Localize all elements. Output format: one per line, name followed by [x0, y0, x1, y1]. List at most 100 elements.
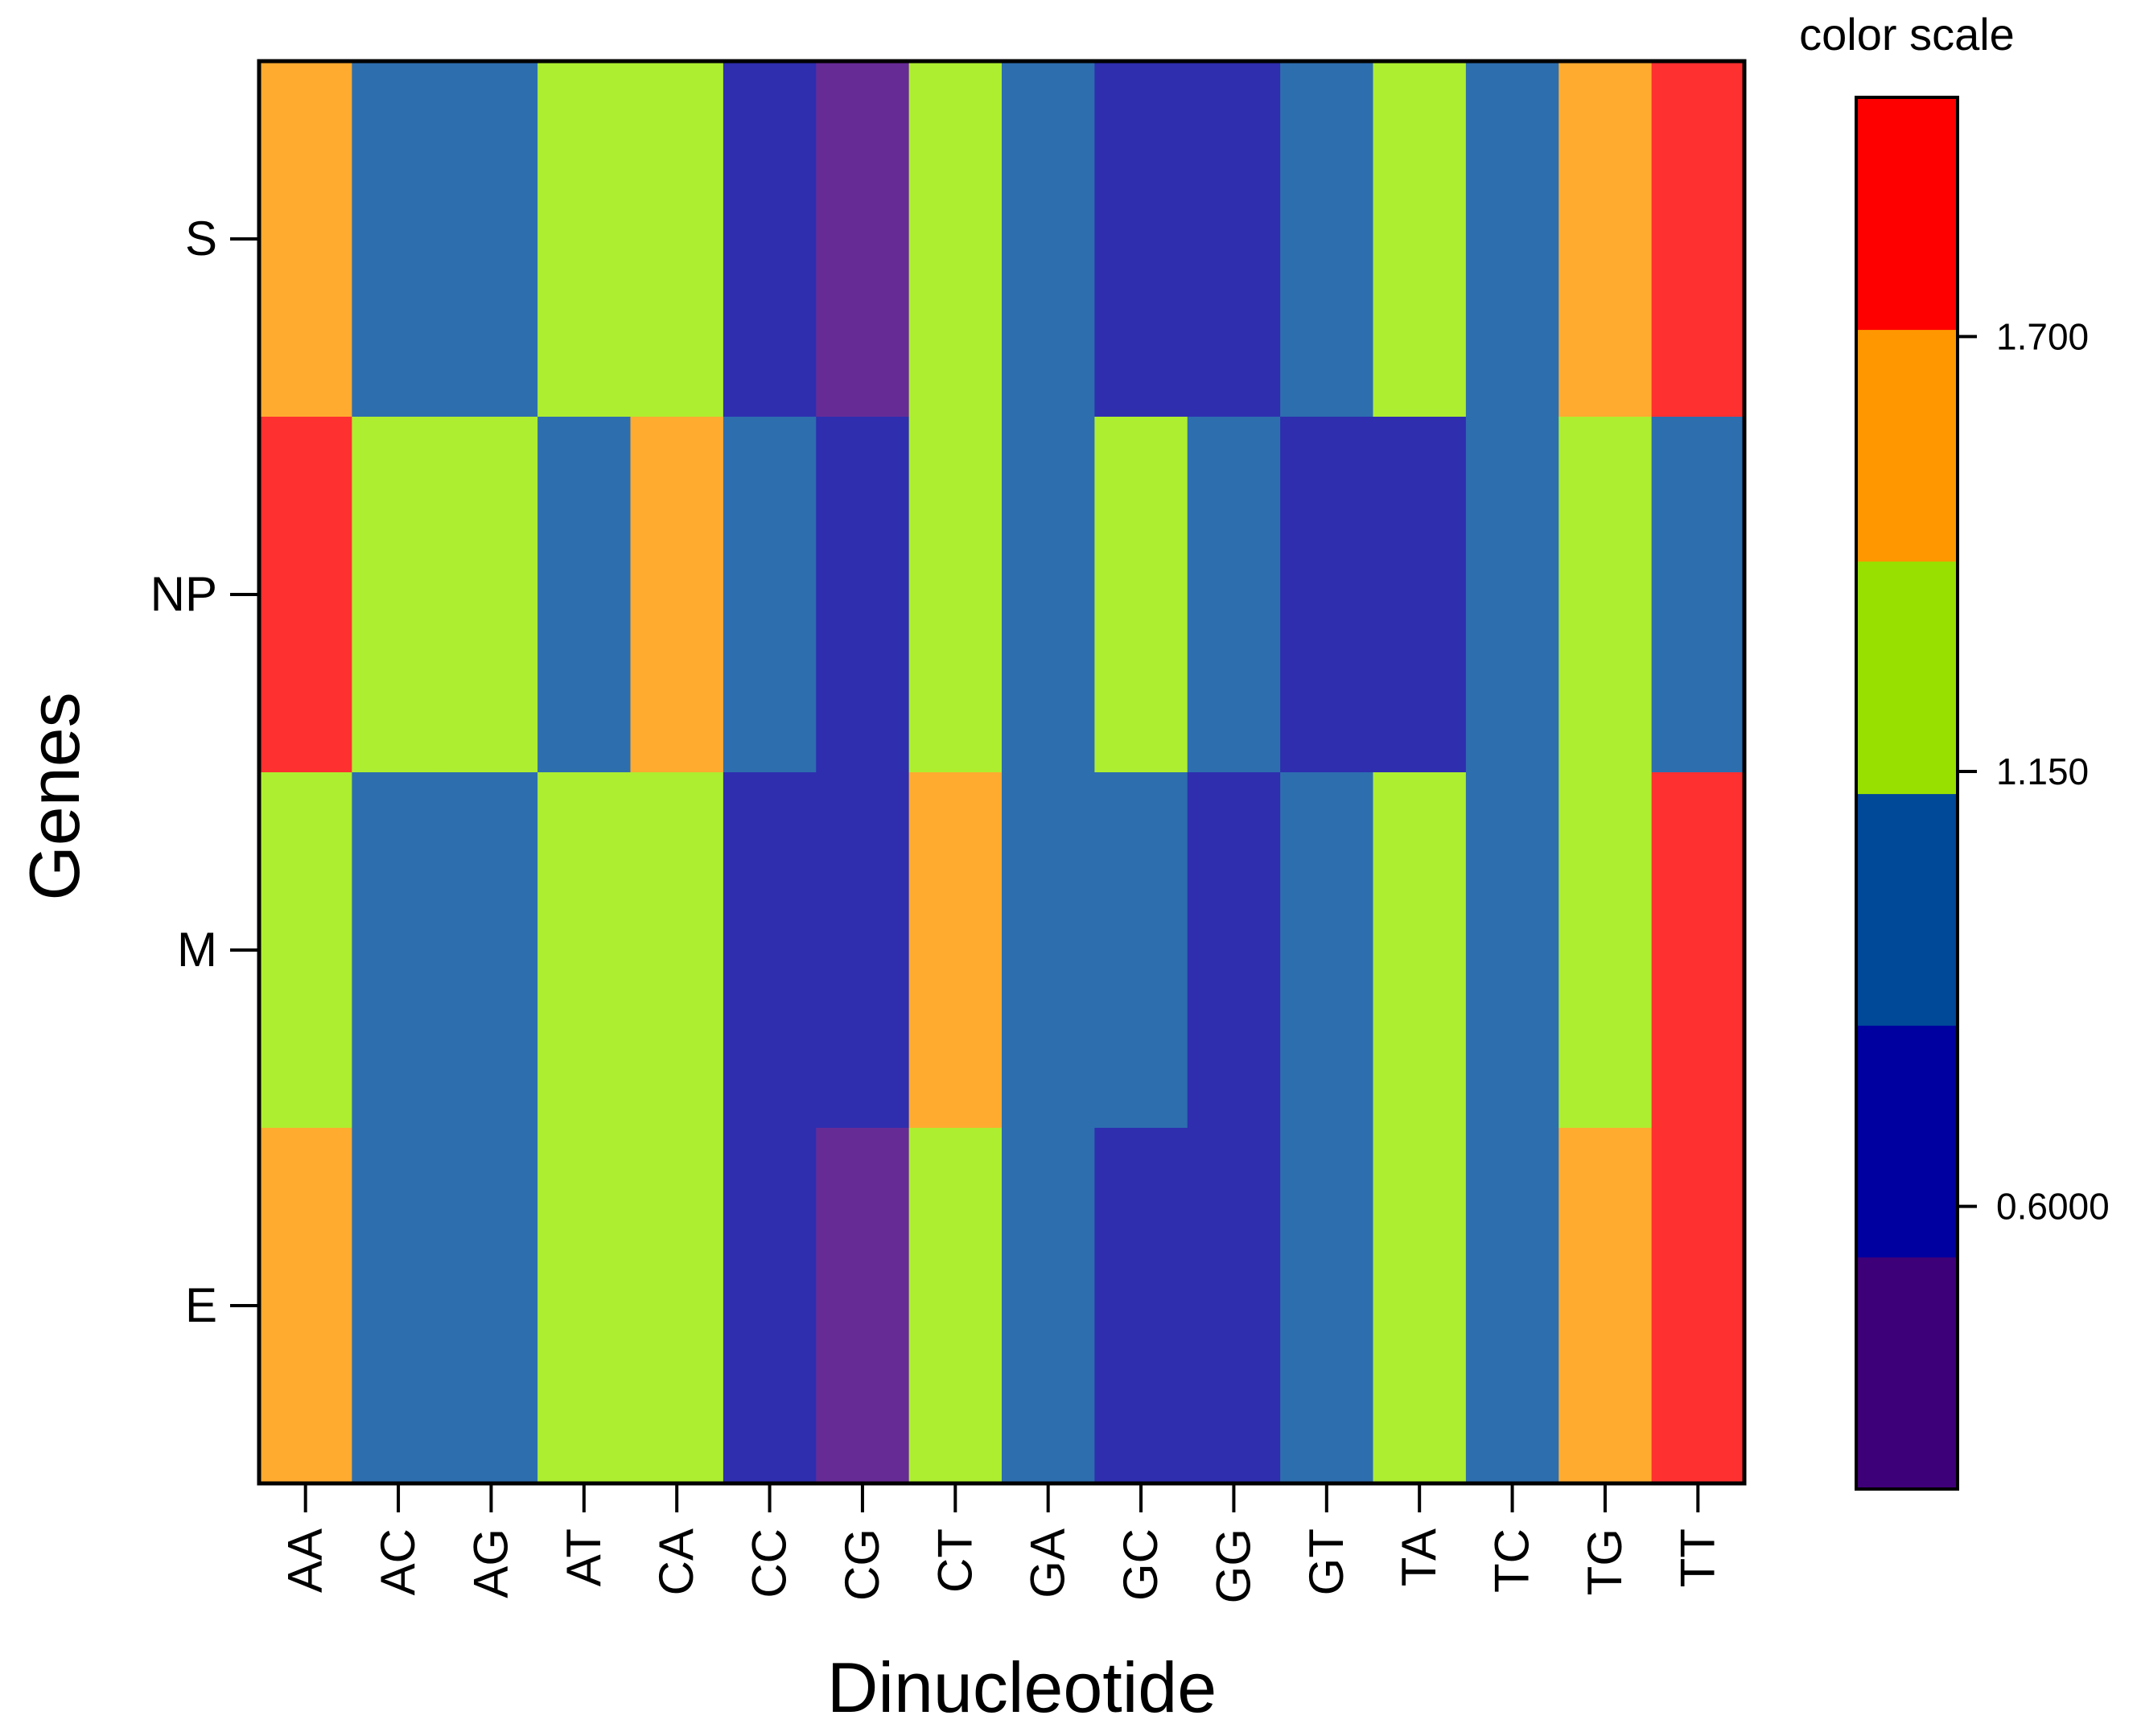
color-scale-tick-label-1: 0.6000 — [1996, 1186, 2110, 1228]
heatmap-cell-M-TG — [1558, 772, 1653, 1129]
heatmap-cell-E-GG — [1187, 1128, 1281, 1484]
heatmap-cell-M-CC — [723, 772, 817, 1129]
heatmap-cell-E-GT — [1280, 1128, 1374, 1484]
x-tick-label-TT: TT — [1670, 1528, 1724, 1587]
color-scale-band-4 — [1856, 561, 1958, 795]
plot-frame — [257, 59, 1747, 1486]
x-tick-label-GC: GC — [1114, 1528, 1167, 1601]
heatmap-cell-M-CG — [816, 772, 910, 1129]
x-tick-label-AA: AA — [278, 1528, 332, 1593]
heatmap-cell-E-TT — [1651, 1128, 1745, 1484]
heatmap-cell-M-AT — [537, 772, 632, 1129]
heatmap-cell-S-GC — [1094, 61, 1188, 418]
heatmap-cell-E-GC — [1094, 1128, 1188, 1484]
color-scale-band-2 — [1856, 1025, 1958, 1258]
x-tick-label-TA: TA — [1392, 1528, 1446, 1586]
heatmap-cell-E-GA — [1002, 1128, 1095, 1484]
heatmap-cell-NP-GC — [1094, 417, 1188, 773]
y-tick-label-M: M — [177, 923, 217, 977]
y-tick-label-NP: NP — [150, 567, 217, 621]
y-tick-label-S: S — [185, 212, 217, 265]
x-tick-label-CA: CA — [649, 1528, 703, 1595]
color-scale-band-1 — [1856, 1257, 1958, 1490]
x-tick-label-AC: AC — [371, 1528, 425, 1595]
heatmap-cell-NP-GG — [1187, 417, 1281, 773]
heatmap-cell-S-CA — [630, 61, 724, 418]
heatmap-cell-M-AG — [444, 772, 538, 1129]
x-tick-label-CC: CC — [743, 1528, 797, 1598]
heatmap-cell-NP-AC — [352, 417, 446, 773]
heatmap-cell-E-TC — [1465, 1128, 1559, 1484]
heatmap-cell-S-CC — [723, 61, 817, 418]
heatmap-cell-S-AG — [444, 61, 538, 418]
heatmap-cell-S-AT — [537, 61, 632, 418]
heatmap-cell-E-AA — [259, 1128, 352, 1484]
heatmap-cell-M-TT — [1651, 772, 1745, 1129]
heatmap-cell-M-AA — [259, 772, 352, 1129]
heatmap-cell-E-CA — [630, 1128, 724, 1484]
heatmap-cell-NP-CG — [816, 417, 910, 773]
heatmap-cell-S-GA — [1002, 61, 1095, 418]
heatmap-cell-M-GA — [1002, 772, 1095, 1129]
x-tick-label-AG: AG — [463, 1528, 517, 1598]
heatmap-cell-NP-GT — [1280, 417, 1374, 773]
heatmap-cell-NP-CC — [723, 417, 817, 773]
y-axis: S NP M E — [150, 212, 259, 1332]
heatmap-cell-E-TA — [1373, 1128, 1467, 1484]
x-tick-label-CG: CG — [835, 1528, 889, 1601]
color-scale-band-6 — [1856, 97, 1958, 331]
heatmap-cell-M-CA — [630, 772, 724, 1129]
heatmap-cell-M-GT — [1280, 772, 1374, 1129]
heatmap-cell-S-TA — [1373, 61, 1467, 418]
heatmap-cell-S-TG — [1558, 61, 1653, 418]
x-tick-label-GT: GT — [1299, 1528, 1353, 1595]
heatmap-cell-M-TA — [1373, 772, 1467, 1129]
heatmap-cell-S-TC — [1465, 61, 1559, 418]
heatmap-cell-M-GC — [1094, 772, 1188, 1129]
heatmap-cell-M-TC — [1465, 772, 1559, 1129]
color-scale-band-5 — [1856, 329, 1958, 562]
x-tick-label-GG: GG — [1206, 1528, 1260, 1603]
color-scale-title: color scale — [1799, 9, 2015, 60]
heatmap-cell-M-CT — [908, 772, 1003, 1129]
heatmap-cell-S-CG — [816, 61, 910, 418]
heatmap-cell-M-GG — [1187, 772, 1281, 1129]
heatmap-cell-NP-TT — [1651, 417, 1745, 773]
color-scale-frame — [1855, 96, 1959, 1491]
x-tick-label-AT: AT — [557, 1528, 611, 1586]
color-scale-tick-label-2: 1.150 — [1996, 751, 2089, 792]
heatmap-cell-NP-TG — [1558, 417, 1653, 773]
color-scale-tick-label-3: 1.700 — [1996, 315, 2089, 357]
x-axis-title: Dinucleotide — [827, 1648, 1217, 1727]
heatmap-cell-E-CC — [723, 1128, 817, 1484]
y-tick-label-E: E — [185, 1278, 217, 1332]
heatmap-cell-NP-AG — [444, 417, 538, 773]
heatmap-cell-NP-TA — [1373, 417, 1467, 773]
color-scale-band-3 — [1856, 793, 1958, 1026]
heatmap-cell-E-TG — [1558, 1128, 1653, 1484]
heatmap-cell-E-CT — [908, 1128, 1003, 1484]
heatmap-cell-E-AT — [537, 1128, 632, 1484]
heatmap-cell-E-AG — [444, 1128, 538, 1484]
heatmap-cell-NP-AA — [259, 417, 352, 773]
heatmap-cell-S-GG — [1187, 61, 1281, 418]
x-tick-label-CT: CT — [928, 1528, 982, 1593]
heatmap-cell-NP-CT — [908, 417, 1003, 773]
heatmap-cell-S-GT — [1280, 61, 1374, 418]
x-tick-label-GA: GA — [1021, 1528, 1075, 1598]
heatmap-cell-S-AC — [352, 61, 446, 418]
color-scale-legend: 0.6000 1.150 1.700 — [1856, 97, 2110, 1490]
heatmap-cell-NP-TC — [1465, 417, 1559, 773]
heatmap-cell-S-TT — [1651, 61, 1745, 418]
heatmap-cell-S-AA — [259, 61, 352, 418]
y-axis-title: Genes — [14, 692, 94, 900]
heatmap-cell-M-AC — [352, 772, 446, 1129]
heatmap-cell-E-AC — [352, 1128, 446, 1484]
heatmap-cell-NP-CA — [630, 417, 724, 773]
heatmap-cell-E-CG — [816, 1128, 910, 1484]
x-tick-label-TG: TG — [1578, 1528, 1632, 1595]
x-axis: AA AC AG AT CA CC CG CT GA GC GG GT TA TC TG TT — [278, 1483, 1724, 1603]
x-tick-label-TC: TC — [1485, 1528, 1539, 1593]
heatmap-cells — [259, 61, 1745, 1484]
